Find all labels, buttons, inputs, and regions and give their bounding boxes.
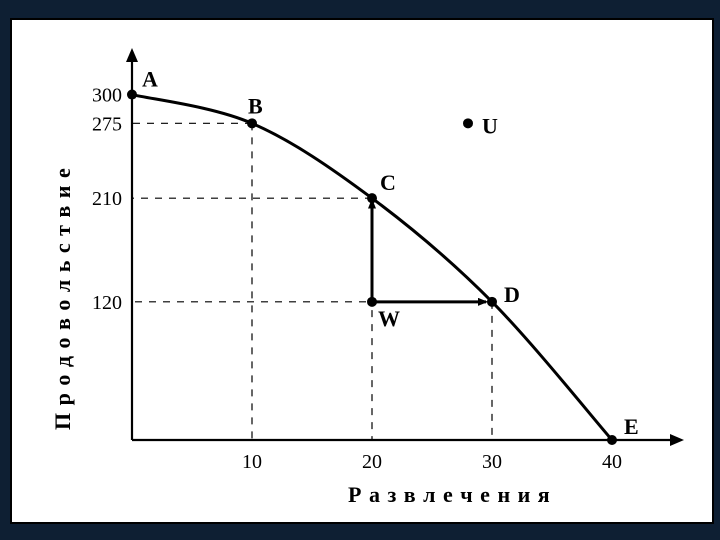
svg-text:E: E — [624, 414, 639, 439]
svg-text:10: 10 — [242, 451, 262, 473]
svg-text:30: 30 — [482, 451, 502, 473]
svg-text:20: 20 — [362, 451, 382, 473]
svg-text:275: 275 — [92, 113, 122, 135]
page-background: П р о д о в о л ь с т в и е Р а з в л е … — [0, 0, 720, 540]
svg-text:40: 40 — [602, 451, 622, 473]
svg-text:120: 120 — [92, 292, 122, 314]
svg-text:300: 300 — [92, 85, 122, 107]
svg-text:A: A — [142, 67, 158, 92]
svg-text:C: C — [380, 170, 396, 195]
svg-text:B: B — [248, 93, 263, 118]
svg-text:W: W — [378, 306, 400, 331]
ppf-chart: A B C D E W U 10 20 30 40 120 210 275 300 — [12, 20, 712, 522]
chart-card: П р о д о в о л ь с т в и е Р а з в л е … — [10, 18, 714, 524]
svg-text:D: D — [504, 282, 520, 307]
svg-text:U: U — [482, 113, 498, 138]
svg-text:210: 210 — [92, 188, 122, 210]
